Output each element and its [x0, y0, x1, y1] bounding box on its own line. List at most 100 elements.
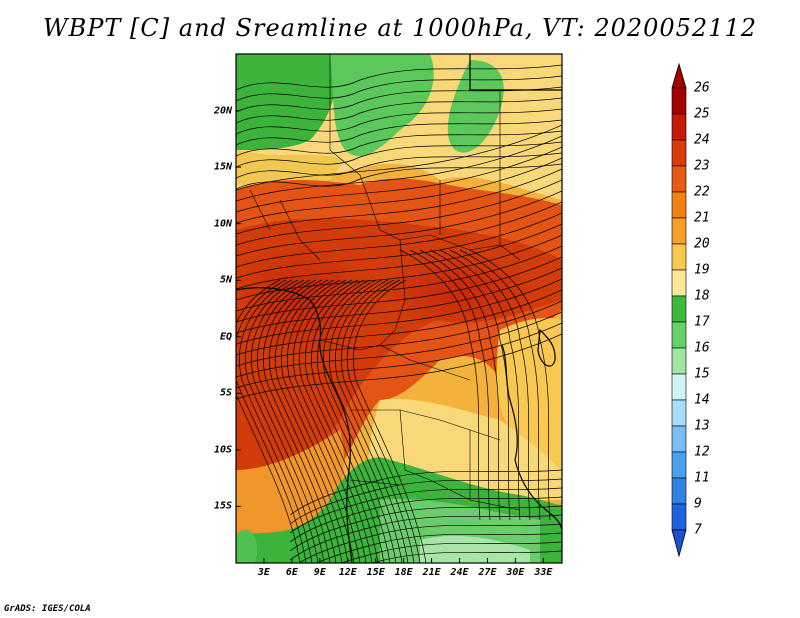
streamline	[236, 130, 562, 157]
streamline	[236, 279, 301, 563]
streamline	[335, 279, 409, 563]
streamline	[236, 322, 562, 389]
streamline	[269, 279, 343, 563]
lon-label: 18E	[394, 567, 413, 578]
streamline	[289, 505, 562, 552]
streamline	[236, 152, 562, 179]
colorbar-label: 15	[694, 366, 710, 382]
coastline	[236, 54, 562, 563]
lat-label: 15N	[213, 161, 232, 173]
lat-label: 20N	[213, 105, 232, 117]
streamline	[236, 97, 562, 124]
streamline	[370, 550, 562, 563]
streamline	[399, 249, 481, 521]
lon-label: 3E	[257, 567, 270, 578]
colorbar-label: 24	[694, 132, 710, 148]
colorbar-label: 11	[694, 470, 710, 486]
lon-label: 30E	[506, 567, 525, 578]
streamline	[289, 469, 562, 516]
streamline	[305, 279, 379, 563]
lat-label: 10S	[213, 444, 232, 456]
lat-label: 15S	[213, 500, 232, 512]
streamline	[245, 279, 319, 563]
streamline	[315, 532, 562, 563]
streamline	[459, 249, 541, 521]
colorbar-segment	[671, 243, 687, 271]
streamline	[236, 108, 562, 135]
streamline	[236, 157, 562, 224]
colorbar-segment	[671, 373, 687, 401]
streamline	[236, 267, 562, 334]
lon-label: 15E	[366, 567, 385, 578]
streamline	[263, 279, 337, 563]
colorbar-segment	[671, 87, 687, 115]
lon-label: 12E	[338, 567, 357, 578]
lat-label: EQ	[219, 331, 232, 343]
streamline	[236, 124, 562, 191]
streamline	[236, 212, 562, 279]
lon-label: 27E	[478, 567, 497, 578]
colorbar-label: 16	[694, 340, 710, 356]
colorbar-label: 20	[694, 236, 710, 252]
lon-label: 9E	[313, 567, 326, 578]
colorbar-label: 14	[694, 392, 710, 408]
streamline	[429, 249, 511, 521]
colorbar-segment	[671, 191, 687, 219]
lon-label: 6E	[285, 567, 298, 578]
colorbar-segment	[671, 113, 687, 141]
colorbar-label: 9	[694, 496, 702, 512]
lat-label: 5S	[219, 387, 232, 399]
streamline	[236, 289, 562, 356]
streamline	[409, 249, 491, 521]
colorbar-segment	[671, 399, 687, 427]
streamline	[236, 179, 562, 246]
lon-label: 21E	[422, 567, 441, 578]
streamline	[236, 245, 562, 312]
colorbar-segment	[671, 321, 687, 349]
colorbar-label: 22	[694, 184, 710, 200]
colorbar-segment	[671, 269, 687, 297]
colorbar-label: 18	[694, 288, 710, 304]
streamline	[236, 190, 562, 257]
colorbar-top-tip	[671, 62, 687, 89]
streamline	[236, 256, 562, 323]
streamline	[236, 135, 562, 202]
map-panel	[236, 54, 562, 563]
colorbar-segment	[671, 165, 687, 193]
lon-label: 24E	[450, 567, 469, 578]
streamline	[236, 168, 562, 235]
colorbar-segment	[671, 425, 687, 453]
streamline	[341, 279, 415, 563]
streamline	[236, 119, 562, 146]
map-title: WBPT [C] and Sreamline at 1000hPa, VT: 2…	[42, 14, 758, 42]
streamline	[289, 514, 562, 561]
lat-label: 10N	[213, 218, 232, 230]
streamline	[289, 478, 562, 525]
streamline	[347, 279, 421, 563]
green-region-nw	[236, 54, 337, 150]
streamline	[323, 279, 397, 563]
streamline	[419, 249, 501, 521]
colorbar-bottom-tip	[671, 529, 687, 558]
streamline	[236, 163, 562, 190]
colorbar-segment	[671, 451, 687, 479]
streamline	[236, 141, 562, 168]
temperature-field-east	[496, 318, 562, 480]
colorbar-segment	[671, 477, 687, 505]
streamline	[293, 279, 367, 563]
streamline	[236, 223, 562, 290]
colorbar-label: 17	[694, 314, 710, 330]
streamline	[236, 278, 562, 345]
colorbar-label: 13	[694, 418, 710, 434]
streamlines	[236, 64, 562, 563]
colorbar-label: 19	[694, 262, 710, 278]
streamline	[236, 201, 562, 268]
streamline	[449, 249, 531, 521]
streamline	[289, 487, 562, 534]
colorbar-label: 26	[694, 80, 710, 96]
streamline	[275, 279, 349, 563]
country-borders	[249, 54, 521, 511]
colorbar-segment	[671, 217, 687, 245]
colorbar-segment	[671, 347, 687, 375]
streamline	[236, 279, 307, 563]
